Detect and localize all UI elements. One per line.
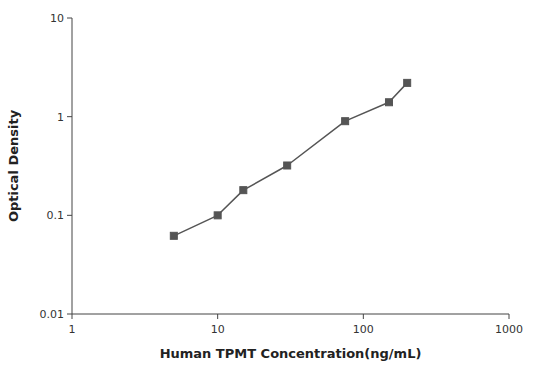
x-tick-label: 1000	[495, 323, 523, 336]
x-tick	[363, 314, 364, 319]
x-tick-label: 10	[211, 323, 225, 336]
y-tick	[67, 215, 72, 216]
axes: 1 10 100 1000 0.01 0.1 1 10	[40, 12, 524, 336]
data-point	[404, 79, 411, 86]
x-axis-label: Human TPMT Concentration(ng/mL)	[160, 346, 422, 361]
data-point	[342, 118, 349, 125]
x-tick	[72, 314, 73, 319]
data-point	[170, 232, 177, 239]
y-tick	[67, 18, 72, 19]
y-tick	[67, 116, 72, 117]
y-tick-label: 10	[50, 12, 64, 25]
data-line	[174, 83, 407, 236]
chart-container: 1 10 100 1000 0.01 0.1 1 10 Human TPMT Concentra…	[0, 0, 533, 372]
y-tick-label: 0.1	[47, 209, 65, 222]
x-tick-label: 100	[353, 323, 374, 336]
y-axis-label: Optical Density	[6, 109, 21, 222]
chart: 1 10 100 1000 0.01 0.1 1 10 Human TPMT Concentra…	[0, 0, 533, 372]
data-point	[385, 99, 392, 106]
y-tick-label: 0.01	[40, 308, 65, 321]
x-axis-line	[72, 314, 509, 315]
y-axis-line	[72, 18, 73, 314]
x-tick	[217, 314, 218, 319]
plot-area	[170, 79, 410, 239]
data-point	[240, 187, 247, 194]
x-tick	[509, 314, 510, 319]
data-point	[214, 212, 221, 219]
y-tick	[67, 314, 72, 315]
y-tick-label: 1	[57, 111, 64, 124]
x-tick-label: 1	[69, 323, 76, 336]
data-point	[284, 162, 291, 169]
